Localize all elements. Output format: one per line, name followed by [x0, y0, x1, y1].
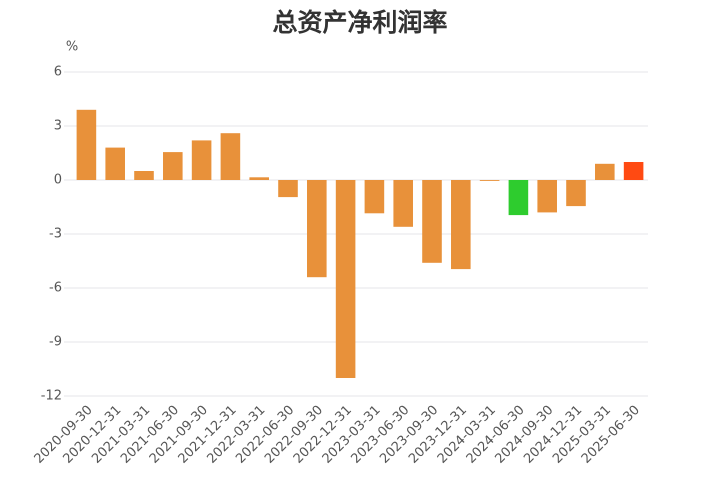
- bar: [220, 133, 241, 180]
- bar: [364, 180, 385, 214]
- bar: [134, 171, 154, 180]
- bar: [307, 180, 327, 278]
- bar: [393, 180, 413, 227]
- bar: [537, 180, 557, 213]
- bar: [105, 147, 125, 180]
- chart-title: 总资产净利润率: [272, 8, 447, 37]
- bar: [566, 180, 586, 207]
- bar: [595, 163, 615, 180]
- y-unit: %: [66, 40, 78, 55]
- y-tick-label: -6: [49, 281, 62, 296]
- y-tick-label: -9: [49, 335, 62, 350]
- y-tick-label: -12: [41, 389, 62, 404]
- bar: [451, 180, 471, 270]
- bar: [76, 109, 97, 180]
- bar: [249, 177, 269, 180]
- y-tick-label: 6: [54, 65, 62, 80]
- y-tick-label: -3: [49, 227, 62, 242]
- bar: [623, 162, 644, 180]
- y-tick-label: 3: [54, 119, 62, 134]
- bar: [335, 180, 356, 378]
- bar: [191, 140, 212, 180]
- y-tick-label: 0: [54, 173, 62, 188]
- bar: [422, 180, 442, 263]
- bar: [278, 180, 298, 198]
- bar: [479, 180, 500, 181]
- bar: [163, 152, 183, 180]
- bar: [508, 180, 529, 216]
